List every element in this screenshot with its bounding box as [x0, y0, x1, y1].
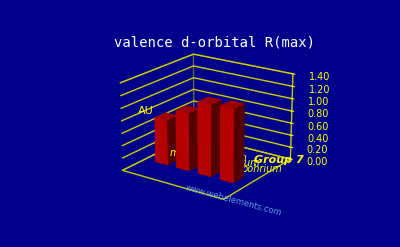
Text: www.webelements.com: www.webelements.com	[184, 184, 283, 218]
Text: valence d-orbital R(max): valence d-orbital R(max)	[114, 35, 315, 49]
